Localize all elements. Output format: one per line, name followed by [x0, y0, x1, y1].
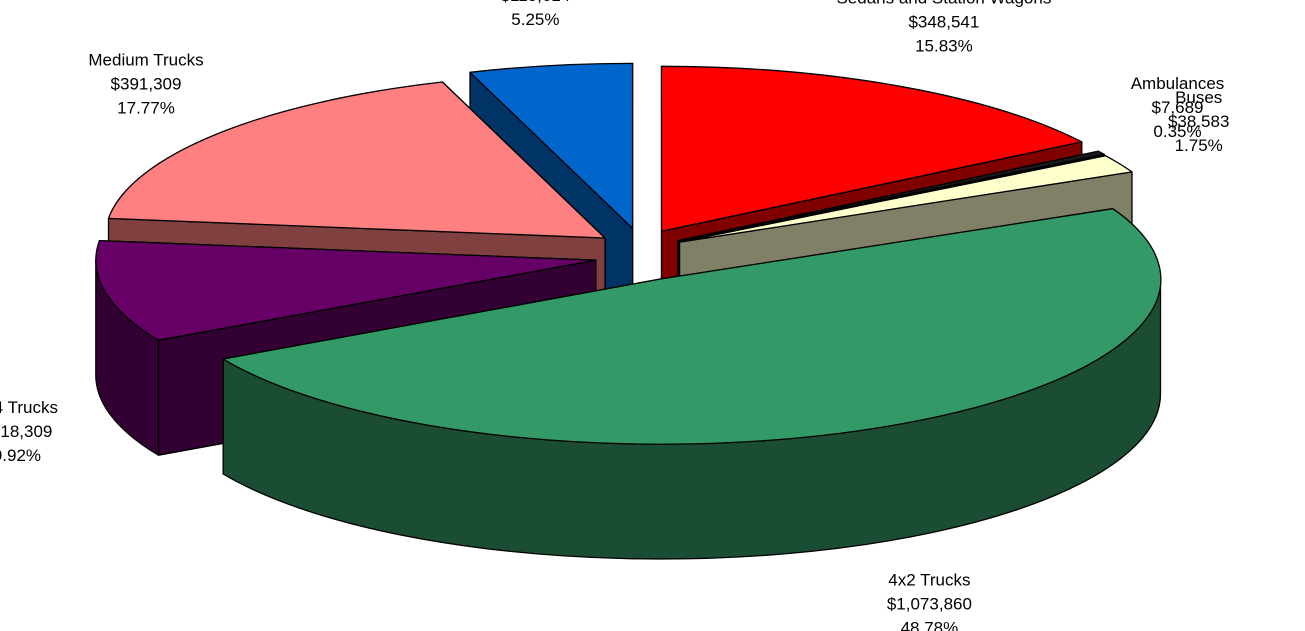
- slice: [660, 65, 1083, 232]
- slice-label: $1,073,860: [887, 594, 972, 613]
- slice-label: $348,541: [908, 13, 979, 32]
- slice: [469, 62, 634, 230]
- slice: [95, 239, 597, 341]
- slice-label: $7,689: [1152, 98, 1204, 117]
- slice-label: 5.25%: [511, 10, 559, 29]
- slice-label: 4x2 Trucks: [888, 570, 970, 589]
- slice: [107, 81, 606, 239]
- slice-label: 48.78%: [901, 618, 959, 631]
- slice-label: Medium Trucks: [88, 50, 203, 69]
- slice-label: 15.83%: [915, 37, 973, 56]
- slice-label: Ambulances: [1131, 74, 1225, 93]
- slice-label: Sedans and Station Wagons: [836, 0, 1051, 8]
- slice-label: $218,309: [0, 422, 52, 441]
- slice: [678, 155, 1133, 243]
- slice-label: $38,583: [1168, 112, 1229, 131]
- slice-label: 9.92%: [0, 446, 41, 465]
- slice-label: 0.35%: [1153, 122, 1201, 141]
- slice-label: $115,614: [501, 0, 571, 5]
- slice-label: 4x4 Trucks: [0, 398, 58, 417]
- slice-label: $391,309: [111, 74, 182, 93]
- slice-label: 1.75%: [1175, 136, 1223, 155]
- slice-label: 17.77%: [117, 98, 175, 117]
- slice: [222, 208, 1162, 445]
- slice: [677, 150, 1105, 242]
- slice-label: Buses: [1175, 88, 1222, 107]
